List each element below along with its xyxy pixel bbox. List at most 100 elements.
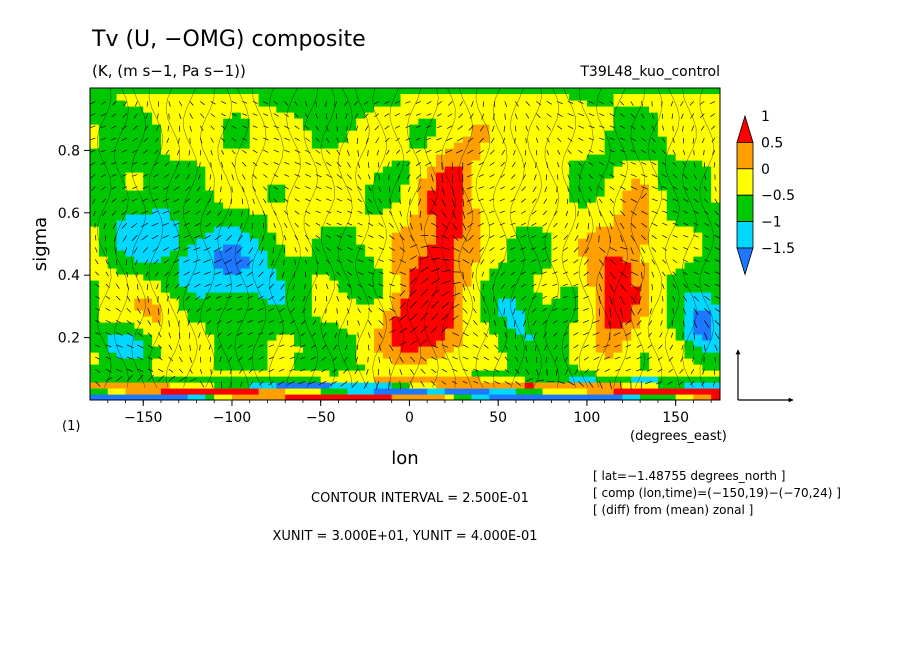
shade-cell (622, 124, 632, 131)
shade-cell (631, 220, 641, 227)
shade-cell (649, 118, 659, 125)
shade-cell (480, 208, 490, 215)
wind-vector (693, 332, 696, 340)
shade-cell (329, 142, 340, 149)
wind-vector (101, 198, 107, 204)
wind-vector (441, 269, 451, 273)
shade-cell (578, 184, 588, 191)
shade-cell (711, 118, 720, 125)
wind-vector (399, 356, 404, 363)
wind-vector (535, 162, 537, 168)
shade-cell (98, 358, 109, 365)
shade-cell (116, 172, 127, 179)
shade-cell (542, 292, 553, 299)
shade-cell (631, 388, 641, 395)
shade-cell (551, 154, 561, 161)
wind-vector (405, 137, 411, 141)
shade-cell (675, 370, 686, 377)
wind-vector (668, 368, 674, 373)
shade-cell (267, 244, 277, 251)
shade-cell (489, 298, 499, 305)
shade-cell (143, 106, 153, 113)
wind-vector (420, 368, 426, 374)
shade-cell (471, 388, 482, 395)
shade-cell (542, 208, 553, 215)
shade-cell (507, 280, 517, 287)
shade-cell (542, 178, 553, 185)
shade-cell (613, 208, 623, 215)
contour-line (269, 88, 284, 388)
shade-cell (391, 340, 402, 347)
wind-vector (347, 295, 351, 301)
shade-cell (586, 94, 597, 101)
wind-vector (357, 234, 363, 238)
shade-cell (533, 148, 544, 155)
shade-cell (187, 298, 198, 305)
shade-cell (160, 124, 171, 131)
shade-cell (427, 334, 437, 341)
shade-cell (258, 184, 269, 191)
shade-cell (613, 94, 623, 101)
shade-cell (285, 310, 295, 317)
wind-vector (410, 340, 418, 346)
shade-cell (338, 208, 348, 215)
shade-cell (294, 376, 304, 383)
shade-cell (143, 214, 153, 221)
wind-vector (214, 283, 222, 287)
wind-vector (593, 356, 600, 361)
wind-vector (452, 259, 461, 263)
shade-cell (250, 400, 259, 407)
wind-vector (231, 162, 235, 168)
shade-cell (214, 352, 224, 359)
shade-cell (143, 166, 153, 173)
shade-cell (418, 304, 428, 311)
shade-cell (631, 280, 641, 287)
wind-vector (478, 161, 484, 166)
shade-cell (143, 172, 153, 179)
shade-cell (453, 118, 464, 125)
shade-cell (365, 388, 375, 395)
shade-cell (249, 208, 260, 215)
shade-cell (551, 268, 561, 275)
shade-cell (498, 346, 508, 353)
shade-cell (462, 346, 473, 353)
shade-cell (702, 310, 712, 317)
shade-cell (382, 112, 393, 119)
shade-cell (640, 94, 650, 101)
shade-cell (711, 178, 720, 185)
shade-cell (436, 184, 446, 191)
shade-cell (498, 328, 508, 335)
shade-cell (471, 244, 482, 251)
shade-cell (267, 226, 277, 233)
shade-cell (356, 352, 366, 359)
shade-cell (329, 154, 340, 161)
shade-cell (276, 352, 286, 359)
wind-vector (703, 150, 705, 156)
wind-vector (452, 222, 458, 231)
wind-vector (187, 162, 191, 168)
shade-cell (666, 178, 677, 185)
shade-cell (178, 316, 189, 323)
shade-cell (631, 172, 641, 179)
shade-cell (205, 118, 215, 125)
shade-cell (613, 292, 623, 299)
shade-cell (693, 304, 703, 311)
wind-vector (263, 174, 268, 178)
shade-cell (178, 130, 189, 137)
shade-cell (613, 376, 623, 383)
shade-cell (666, 370, 677, 377)
shade-cell (320, 118, 331, 125)
shade-cell (240, 202, 251, 209)
shade-cell (196, 232, 206, 239)
wind-vector (609, 381, 613, 390)
shade-cell (418, 124, 428, 131)
wind-vector (365, 137, 369, 144)
shade-cell (223, 166, 233, 173)
shade-cell (258, 244, 269, 251)
wind-vector (425, 161, 432, 166)
shade-cell (515, 376, 526, 383)
shade-cell (240, 238, 251, 245)
shade-cell (471, 334, 482, 341)
shade-cell (471, 124, 482, 131)
shade-cell (631, 178, 641, 185)
